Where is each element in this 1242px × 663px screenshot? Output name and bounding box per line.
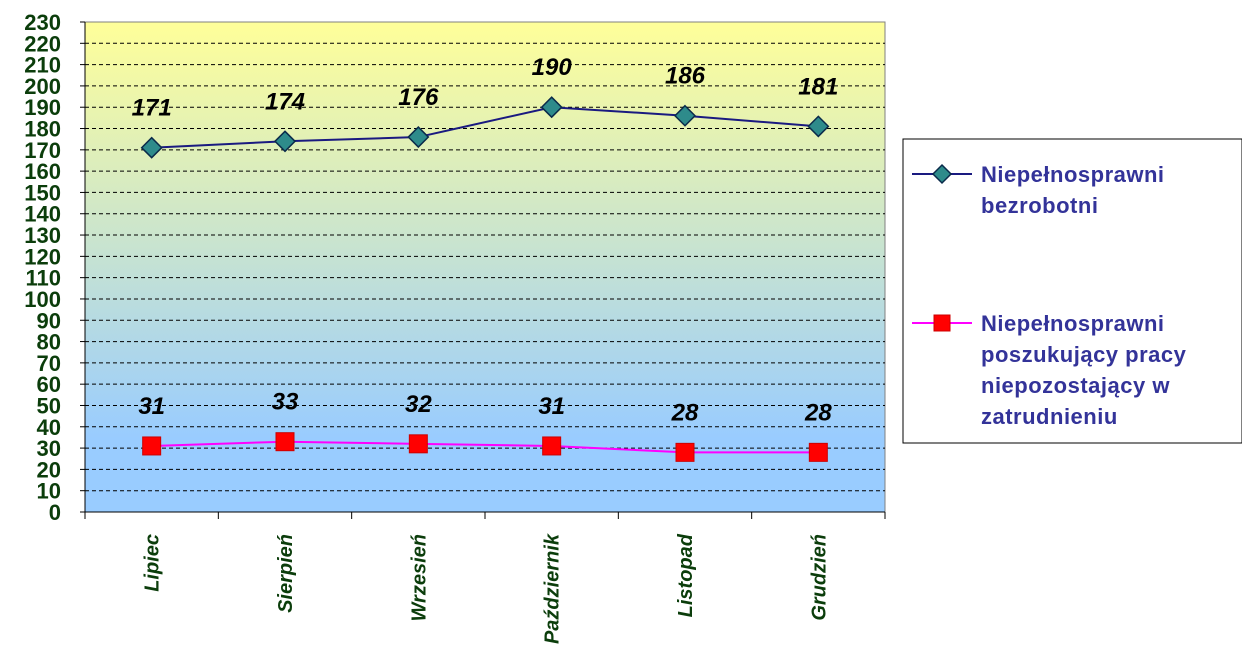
x-tick-label: Październik — [542, 533, 564, 644]
y-tick-label: 110 — [26, 266, 62, 291]
y-tick-label: 220 — [24, 31, 61, 56]
y-tick-label: 200 — [24, 74, 61, 99]
data-point — [143, 437, 161, 455]
legend-label: poszukujący pracy — [981, 342, 1187, 367]
x-tick-label: Listopad — [675, 533, 697, 617]
y-tick-label: 70 — [37, 351, 61, 376]
data-label: 28 — [671, 399, 699, 426]
data-label: 33 — [272, 389, 299, 416]
legend-label: Niepełnosprawni — [981, 311, 1165, 336]
data-label: 28 — [804, 399, 832, 426]
data-point — [276, 433, 294, 451]
y-tick-label: 80 — [37, 330, 61, 355]
data-point — [543, 437, 561, 455]
y-tick-label: 230 — [24, 10, 61, 35]
data-label: 190 — [532, 54, 573, 81]
legend: Niepełnosprawni bezrobotni Niepełnosprawni… — [903, 139, 1242, 443]
data-label: 32 — [405, 391, 432, 418]
y-tick-label: 20 — [37, 457, 61, 482]
y-tick-label: 0 — [49, 500, 61, 525]
data-label: 186 — [665, 63, 706, 90]
data-label: 31 — [538, 393, 565, 420]
y-tick-label: 210 — [24, 53, 61, 78]
plot-area — [85, 22, 885, 512]
y-tick-labels: 0102030405060708090100110120130140150160… — [24, 10, 61, 525]
y-tick-label: 130 — [24, 223, 61, 248]
x-tick-label: Lipiec — [142, 534, 164, 592]
legend-marker — [934, 315, 950, 331]
y-tick-label: 170 — [24, 138, 61, 163]
x-tick-label: Wrzesień — [408, 534, 430, 621]
legend-label: niepozostający w — [981, 373, 1170, 398]
x-tick-label: Sierpień — [275, 534, 297, 613]
y-tick-label: 190 — [24, 95, 61, 120]
y-tick-label: 50 — [37, 393, 61, 418]
legend-label: zatrudnieniu — [981, 404, 1118, 429]
data-point — [809, 443, 827, 461]
x-tick-labels: Lipiec Sierpień Wrzesień Październik Listopa… — [142, 533, 831, 644]
data-label: 31 — [138, 393, 165, 420]
data-label: 171 — [132, 95, 172, 122]
legend-label: bezrobotni — [981, 193, 1098, 218]
y-tick-label: 160 — [24, 159, 61, 184]
y-tick-label: 10 — [37, 479, 61, 504]
data-label: 176 — [398, 84, 439, 111]
y-tick-label: 60 — [37, 372, 61, 397]
data-point — [676, 443, 694, 461]
y-tick-label: 40 — [37, 415, 61, 440]
y-tick-label: 140 — [24, 202, 61, 227]
y-tick-label: 30 — [37, 436, 61, 461]
y-tick-label: 90 — [37, 308, 61, 333]
x-tick-label: Grudzień — [808, 534, 830, 621]
legend-label: Niepełnosprawni — [981, 162, 1165, 187]
y-tick-label: 120 — [24, 244, 61, 269]
y-tick-label: 150 — [24, 180, 61, 205]
data-point — [409, 435, 427, 453]
data-label: 174 — [265, 88, 305, 115]
data-label: 181 — [798, 73, 838, 100]
y-tick-label: 100 — [24, 287, 61, 312]
y-tick-label: 180 — [24, 117, 61, 142]
